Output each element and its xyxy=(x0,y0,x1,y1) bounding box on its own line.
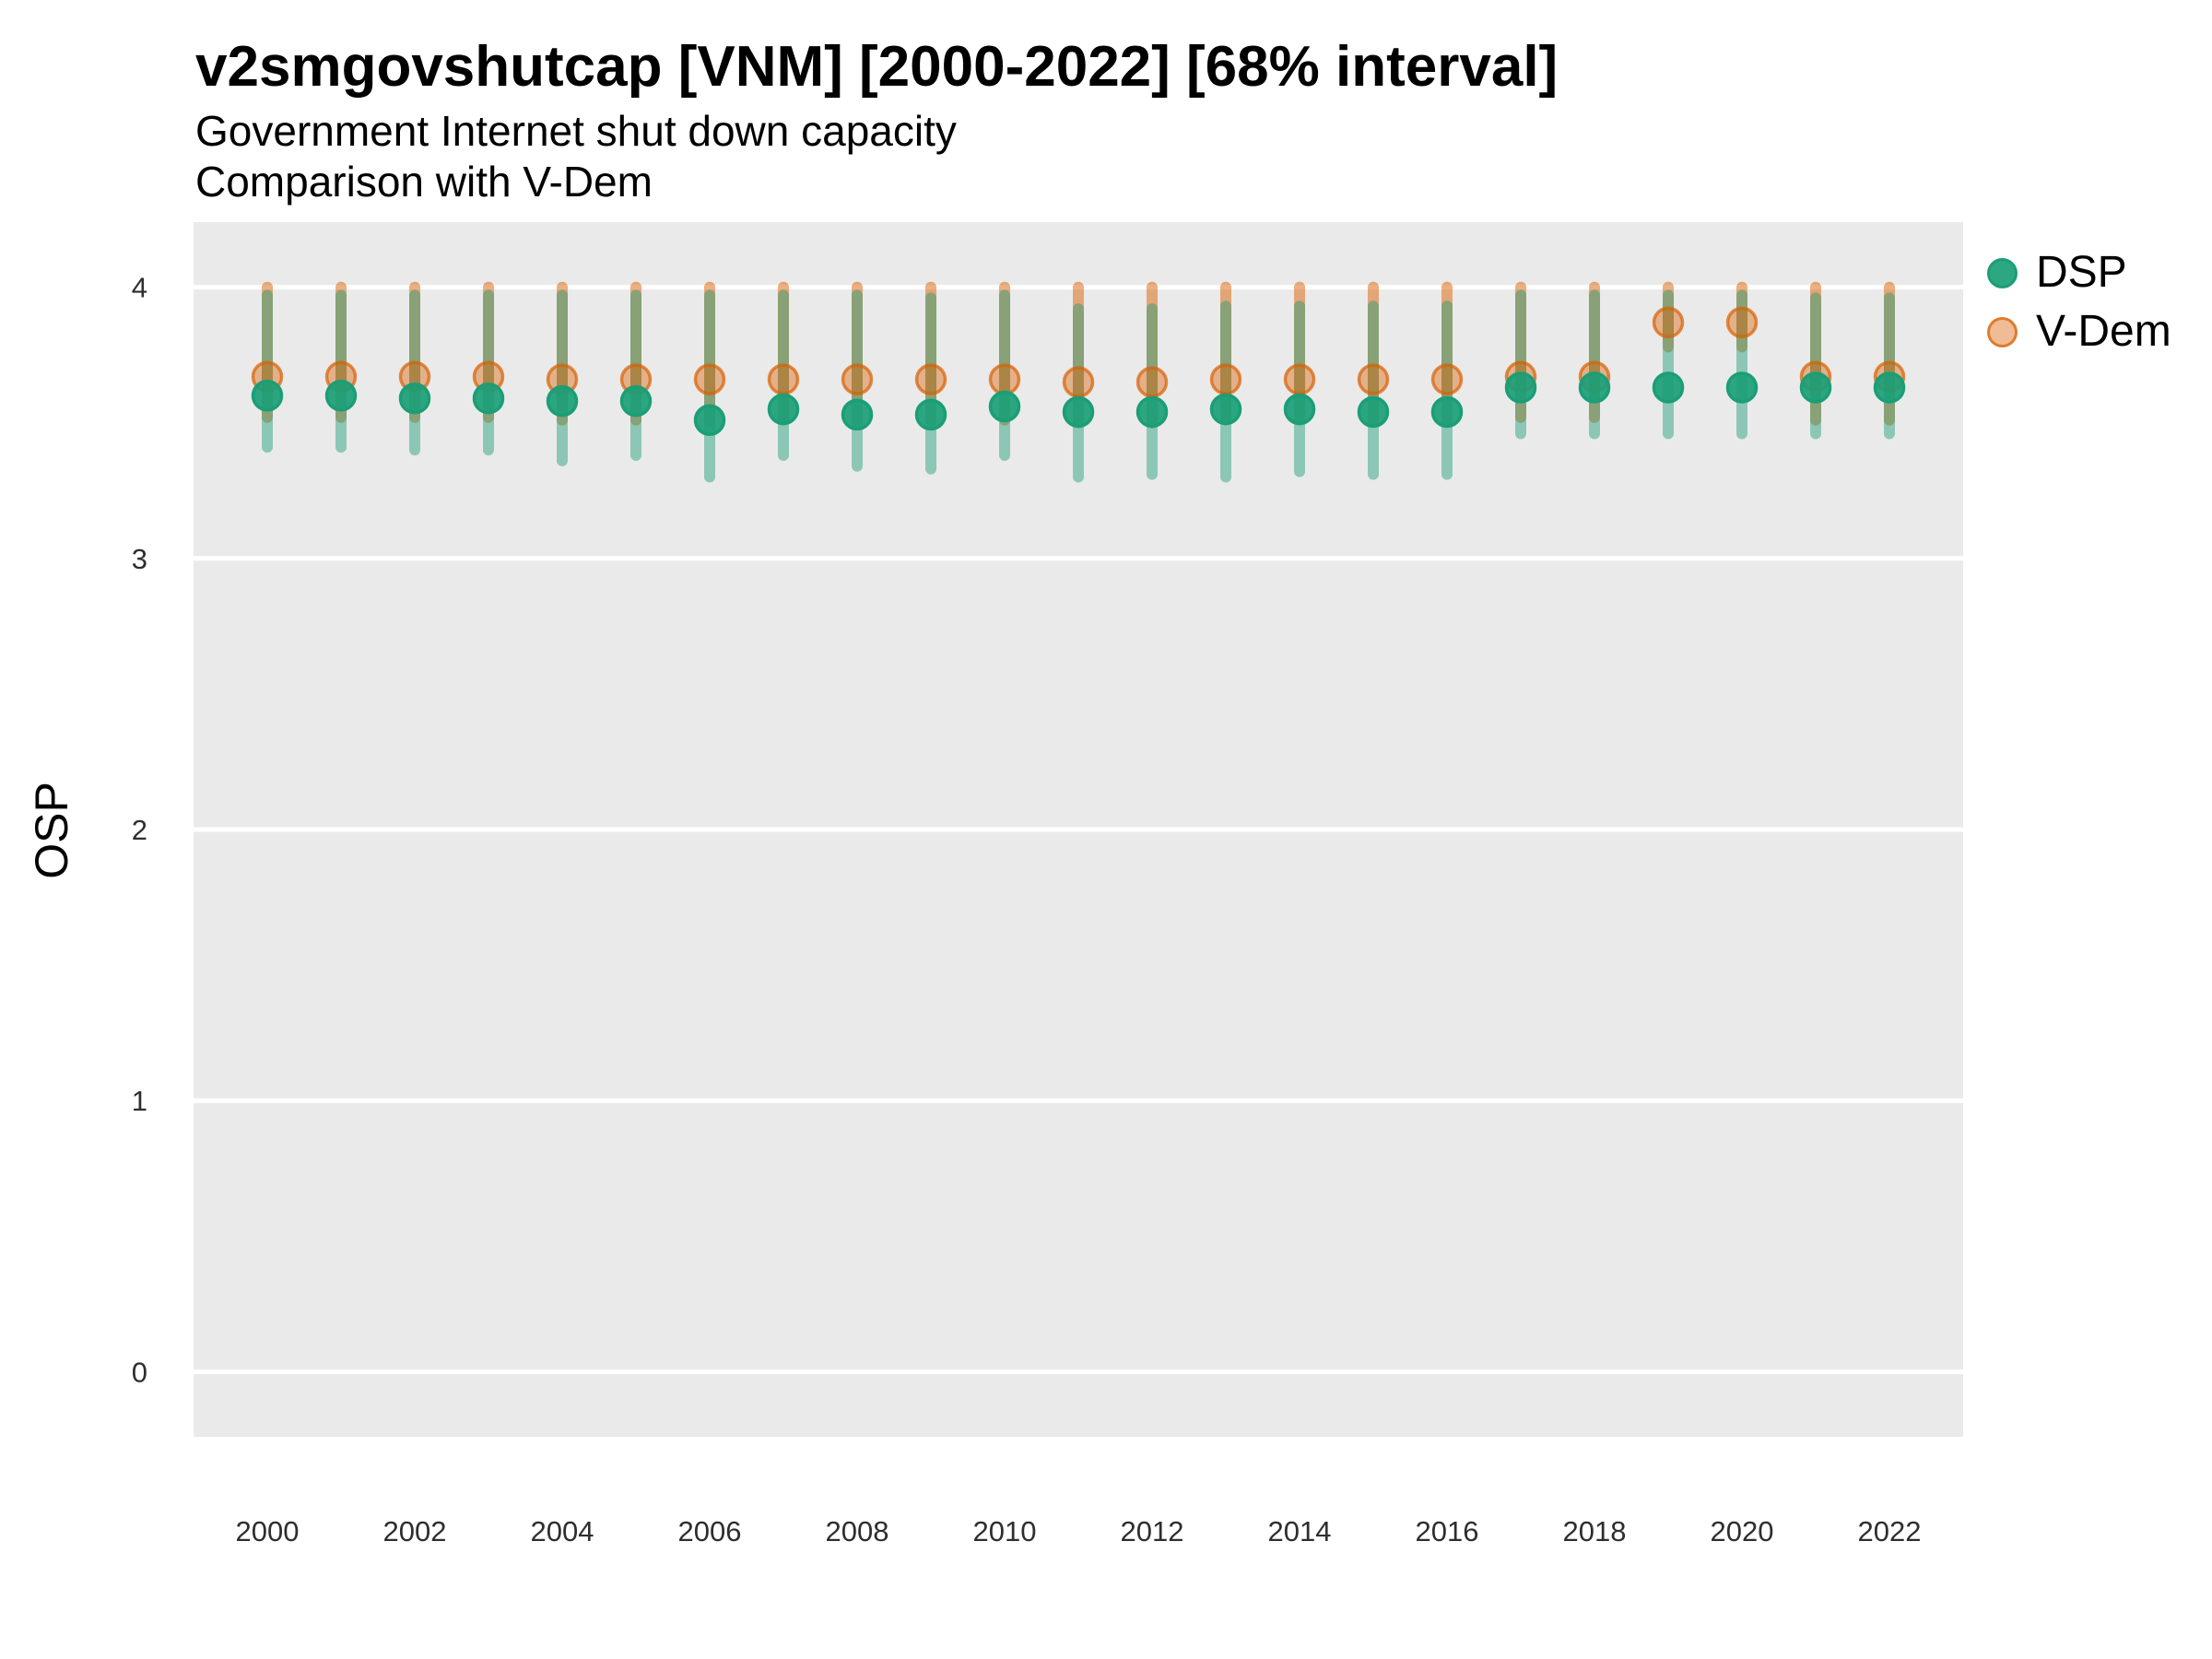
legend-dsp-label: DSP xyxy=(2036,248,2127,297)
vdem-point-2007 xyxy=(767,363,800,395)
vdem-point-2020 xyxy=(1725,306,1759,339)
x-tick-label-2008: 2008 xyxy=(826,1515,889,1547)
dsp-point-2009 xyxy=(914,398,947,431)
dsp-point-2014 xyxy=(1283,393,1316,426)
x-tick-label-2010: 2010 xyxy=(973,1515,1037,1547)
dsp-point-2006 xyxy=(693,404,726,437)
dsp-point-2003 xyxy=(472,382,505,415)
y-tick-label-1: 1 xyxy=(132,1085,147,1117)
x-tick-label-2014: 2014 xyxy=(1268,1515,1332,1547)
dsp-point-2000 xyxy=(251,380,284,412)
vdem-point-2012 xyxy=(1135,366,1169,398)
y-tick-label-4: 4 xyxy=(132,272,147,304)
x-tick-label-2018: 2018 xyxy=(1563,1515,1627,1547)
dsp-point-2011 xyxy=(1062,395,1095,429)
dsp-point-2015 xyxy=(1357,395,1390,429)
vdem-point-2011 xyxy=(1062,366,1095,398)
vdem-point-2010 xyxy=(988,363,1021,395)
legend-vdem-label: V-Dem xyxy=(2036,307,2171,356)
dsp-point-2020 xyxy=(1725,371,1759,404)
dsp-point-2018 xyxy=(1578,371,1611,404)
x-tick-label-2000: 2000 xyxy=(236,1515,300,1547)
dsp-point-2004 xyxy=(546,384,579,418)
legend-entry-vdem: V-Dem xyxy=(1987,310,2171,354)
dsp-point-2002 xyxy=(398,382,431,415)
vdem-point-2019 xyxy=(1652,306,1685,339)
vdem-point-2015 xyxy=(1357,363,1390,395)
x-tick-label-2006: 2006 xyxy=(678,1515,742,1547)
vdem-point-2016 xyxy=(1430,363,1464,395)
vdem-point-2013 xyxy=(1209,363,1242,395)
dsp-point-2001 xyxy=(324,380,358,412)
legend-entry-dsp: DSP xyxy=(1987,251,2171,295)
legend-vdem-dot-icon xyxy=(1987,316,2018,347)
dsp-point-2021 xyxy=(1799,371,1832,404)
chart-subtitle-line1: Government Internet shut down capacity xyxy=(195,107,957,155)
dsp-point-2013 xyxy=(1209,393,1242,426)
y-tick-label-3: 3 xyxy=(132,543,147,575)
x-tick-label-2004: 2004 xyxy=(531,1515,594,1547)
chart-subtitle-line2: Comparison with V-Dem xyxy=(195,158,653,206)
dsp-point-2005 xyxy=(619,384,653,418)
x-tick-label-2022: 2022 xyxy=(1858,1515,1922,1547)
vdem-point-2008 xyxy=(841,363,874,395)
x-tick-label-2016: 2016 xyxy=(1416,1515,1479,1547)
dsp-point-2008 xyxy=(841,398,874,431)
legend: DSP V-Dem xyxy=(1987,251,2171,354)
x-tick-label-2012: 2012 xyxy=(1121,1515,1184,1547)
dsp-point-2007 xyxy=(767,393,800,426)
dsp-point-2010 xyxy=(988,390,1021,423)
x-tick-label-2020: 2020 xyxy=(1711,1515,1774,1547)
y-tick-label-2: 2 xyxy=(132,814,147,846)
y-tick-label-0: 0 xyxy=(132,1356,147,1388)
chart-title: v2smgovshutcap [VNM] [2000-2022] [68% in… xyxy=(195,35,1559,99)
legend-dsp-dot-icon xyxy=(1987,257,2018,288)
vdem-point-2009 xyxy=(914,363,947,395)
vdem-point-2014 xyxy=(1283,363,1316,395)
x-tick-label-2002: 2002 xyxy=(383,1515,447,1547)
vdem-point-2006 xyxy=(693,363,726,395)
dsp-point-2012 xyxy=(1135,395,1169,429)
dsp-point-2016 xyxy=(1430,395,1464,429)
dsp-point-2017 xyxy=(1504,371,1537,404)
dsp-point-2019 xyxy=(1652,371,1685,404)
dsp-point-2022 xyxy=(1873,371,1906,404)
